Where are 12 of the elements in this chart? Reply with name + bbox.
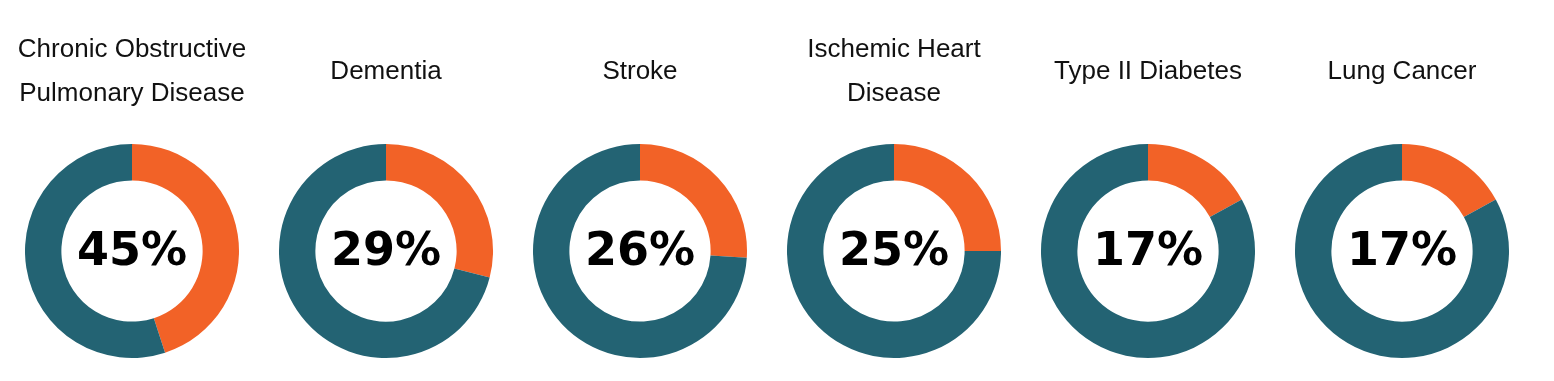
chart-title: Type II Diabetes [1054,54,1242,87]
data-label: 17% [1346,221,1458,276]
chart-title: Dementia [330,54,442,87]
chart-title: Chronic Obstructive Pulmonary Disease [16,32,248,109]
data-label: 17% [1092,221,1204,276]
chart-title: Lung Cancer [1327,54,1477,87]
chart-title: Stroke [602,54,678,87]
data-label: 45% [76,221,188,276]
data-label: 25% [838,221,950,276]
data-label: 26% [584,221,696,276]
chart-title: Ischemic Heart Disease [806,32,982,109]
data-label: 29% [330,221,442,276]
